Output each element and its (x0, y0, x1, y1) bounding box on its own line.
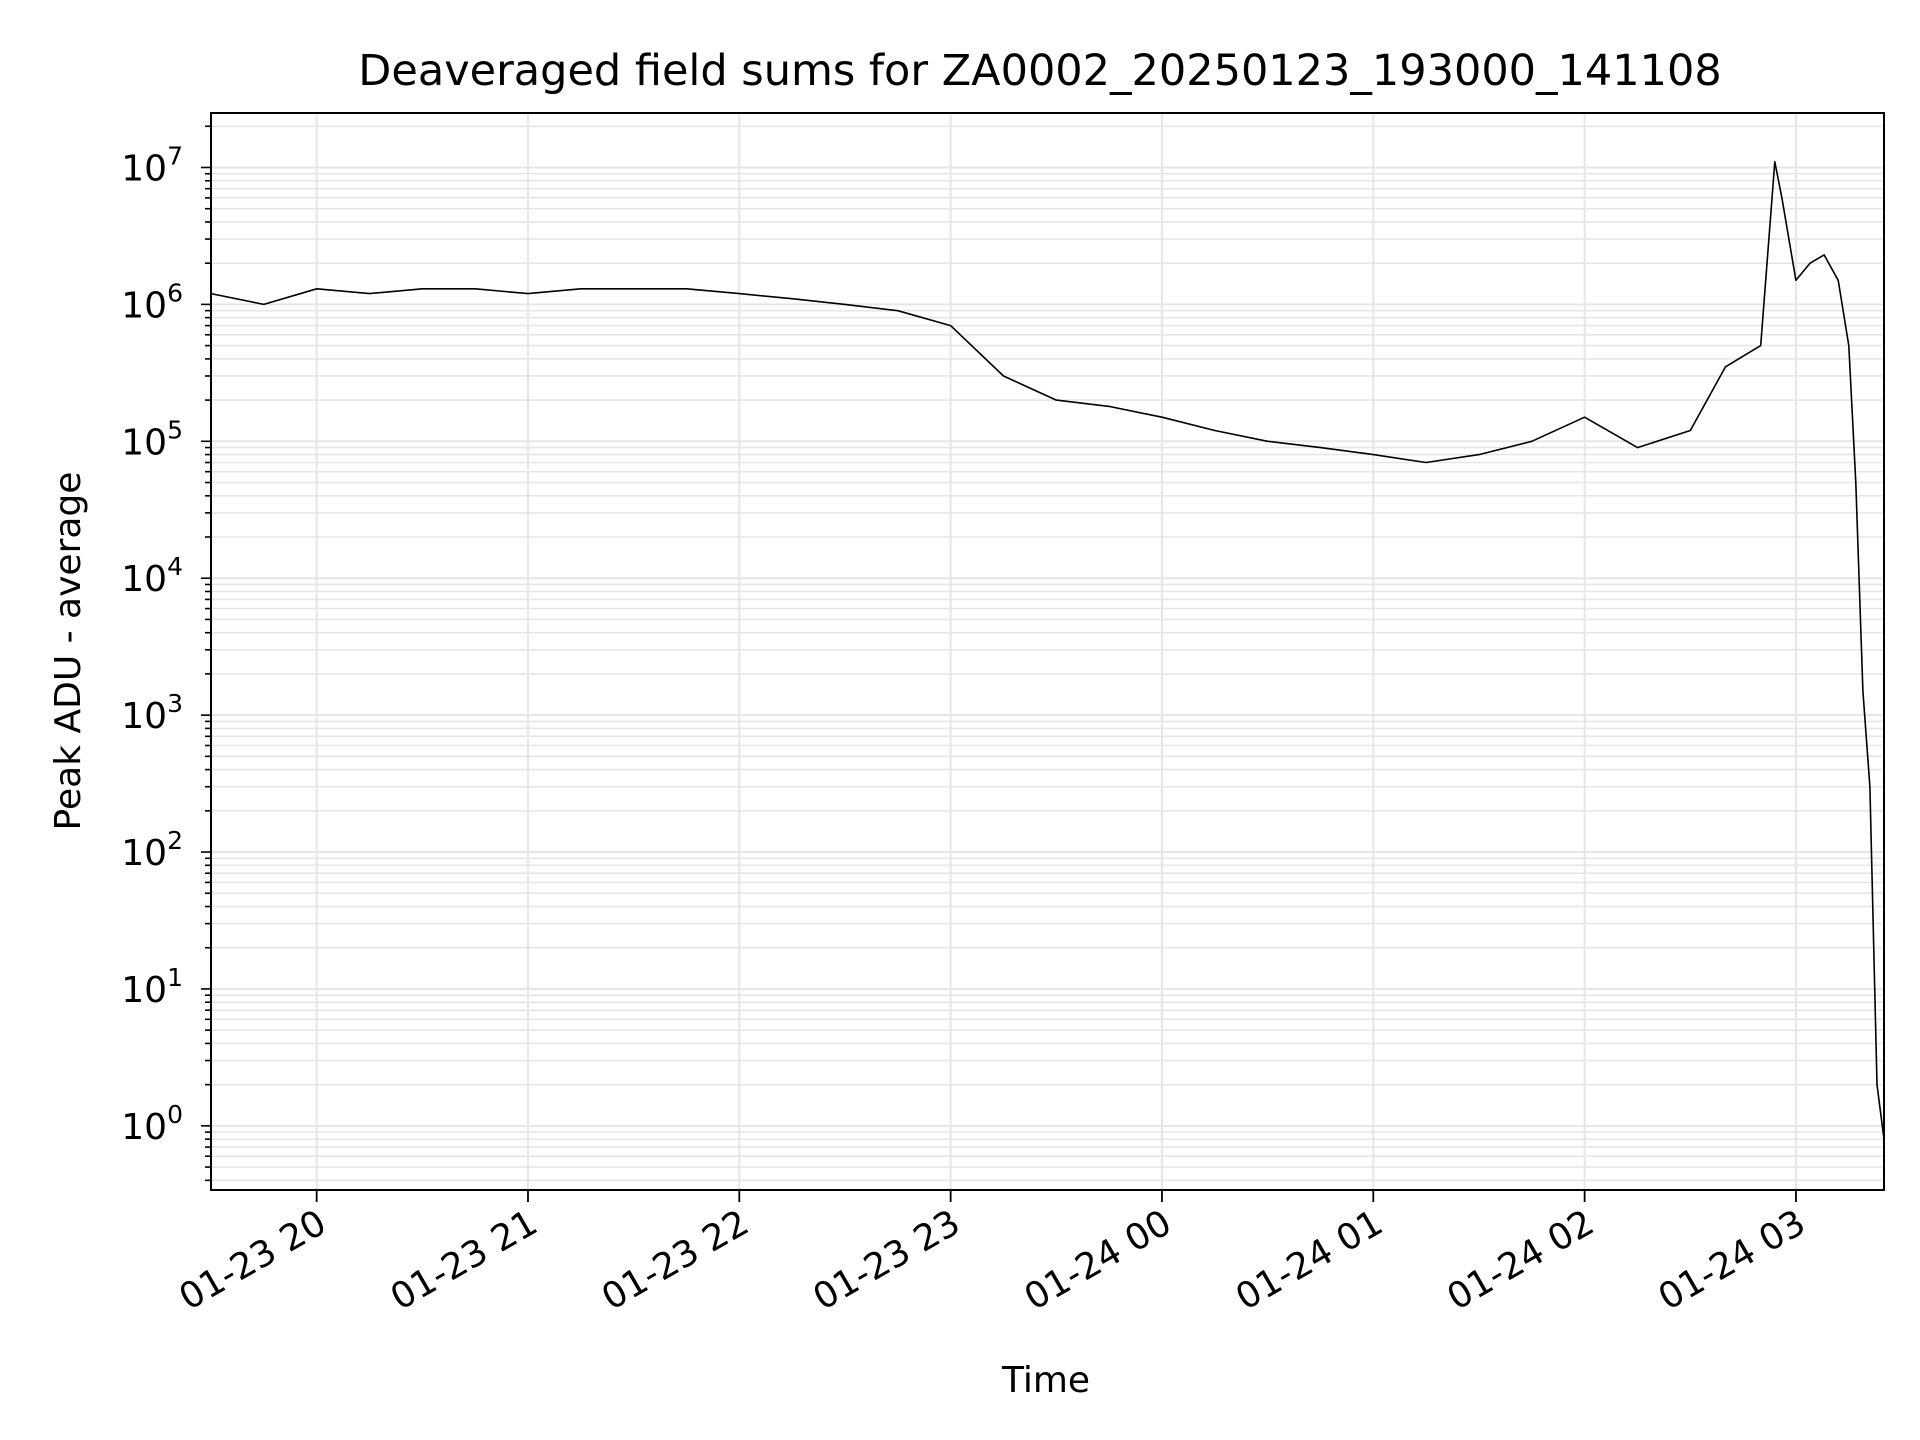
y-tick-base: 10 (121, 148, 167, 189)
y-tick-base: 10 (121, 696, 167, 737)
y-tick-exponent: 5 (167, 415, 183, 444)
y-tick-exponent: 3 (167, 689, 183, 718)
y-tick-base: 10 (121, 285, 167, 326)
x-tick-label: 01-24 03 (1652, 1202, 1813, 1318)
y-tick-exponent: 0 (167, 1100, 183, 1129)
chart-title: Deaveraged field sums for ZA0002_2025012… (358, 46, 1721, 96)
y-tick-base: 10 (121, 970, 167, 1011)
x-axis: 01-23 20 01-23 21 01-23 22 01-23 23 01-24 00… (172, 1190, 1812, 1319)
y-tick-exponent: 2 (167, 826, 183, 855)
y-tick-label: 104 (121, 552, 183, 600)
grid-minor (211, 125, 1884, 1182)
series-line (210, 161, 1885, 1140)
y-tick-label: 105 (121, 415, 183, 463)
y-tick-label: 100 (121, 1100, 183, 1148)
x-tick-label: 01-24 02 (1440, 1202, 1601, 1318)
x-axis-label: Time (1001, 1360, 1090, 1401)
y-tick-label: 102 (121, 826, 183, 874)
y-tick-base: 10 (121, 422, 167, 463)
y-tick-label: 106 (121, 278, 183, 326)
x-tick-label: 01-24 00 (1018, 1202, 1179, 1318)
grid-major (211, 113, 1884, 1190)
y-tick-label: 107 (121, 141, 183, 189)
y-tick-base: 10 (121, 833, 167, 874)
series-layer (210, 161, 1885, 1140)
y-tick-exponent: 4 (167, 552, 183, 581)
x-tick-label: 01-24 01 (1229, 1202, 1390, 1318)
y-tick-exponent: 1 (167, 963, 183, 992)
plot-area (210, 112, 1885, 1191)
x-tick-label: 01-23 23 (806, 1202, 967, 1318)
y-axis-label: Peak ADU - average (48, 472, 89, 831)
y-tick-label: 103 (121, 689, 183, 737)
y-tick-base: 10 (121, 559, 167, 600)
y-tick-exponent: 7 (167, 141, 183, 170)
x-tick-label: 01-23 22 (595, 1202, 756, 1318)
y-tick-label: 101 (121, 963, 183, 1011)
y-tick-base: 10 (121, 1107, 167, 1148)
y-tick-exponent: 6 (167, 278, 183, 307)
x-tick-label: 01-23 21 (384, 1202, 545, 1318)
x-tick-label: 01-23 20 (172, 1202, 333, 1318)
